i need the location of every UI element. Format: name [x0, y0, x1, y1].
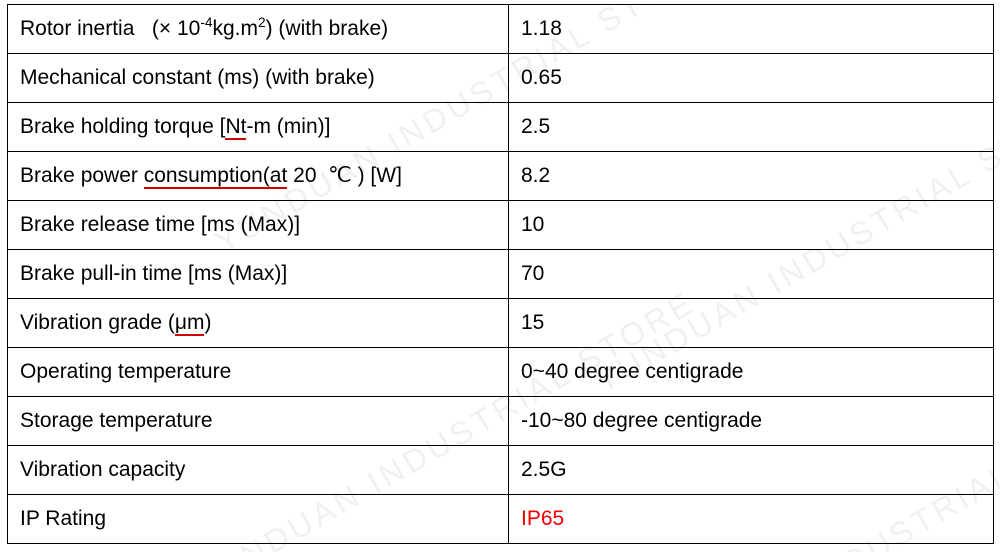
- table-row: IP RatingIP65: [8, 495, 994, 544]
- table-row: Brake power consumption(at 20 ℃ ) [W]8.2: [8, 152, 994, 201]
- table-row: Operating temperature0~40 degree centigr…: [8, 348, 994, 397]
- spec-label: Brake power consumption(at 20 ℃ ) [W]: [8, 152, 509, 201]
- table-row: Brake release time [ms (Max)]10: [8, 201, 994, 250]
- spec-label: Vibration capacity: [8, 446, 509, 495]
- table-row: Brake pull-in time [ms (Max)]70: [8, 250, 994, 299]
- table-row: Brake holding torque [Nt-m (min)]2.5: [8, 103, 994, 152]
- spec-label: Brake pull-in time [ms (Max)]: [8, 250, 509, 299]
- spec-value: 8.2: [509, 152, 994, 201]
- spec-value: 0.65: [509, 54, 994, 103]
- spec-value: 2.5G: [509, 446, 994, 495]
- table-row: Storage temperature-10~80 degree centigr…: [8, 397, 994, 446]
- spec-value: 1.18: [509, 5, 994, 54]
- spec-tbody: Rotor inertia (× 10-4kg.m2) (with brake)…: [8, 5, 994, 544]
- table-row: Mechanical constant (ms) (with brake)0.6…: [8, 54, 994, 103]
- spec-value: -10~80 degree centigrade: [509, 397, 994, 446]
- spec-value: 2.5: [509, 103, 994, 152]
- specifications-table: Rotor inertia (× 10-4kg.m2) (with brake)…: [7, 4, 994, 544]
- table-row: Vibration grade (μm)15: [8, 299, 994, 348]
- spec-value: 0~40 degree centigrade: [509, 348, 994, 397]
- spec-label: Storage temperature: [8, 397, 509, 446]
- spec-label: Brake release time [ms (Max)]: [8, 201, 509, 250]
- spec-value: 15: [509, 299, 994, 348]
- spec-label: Brake holding torque [Nt-m (min)]: [8, 103, 509, 152]
- spec-value: 70: [509, 250, 994, 299]
- spec-label: Mechanical constant (ms) (with brake): [8, 54, 509, 103]
- spec-label: Operating temperature: [8, 348, 509, 397]
- spec-value: 10: [509, 201, 994, 250]
- spec-label: Vibration grade (μm): [8, 299, 509, 348]
- spec-label: IP Rating: [8, 495, 509, 544]
- table-row: Vibration capacity2.5G: [8, 446, 994, 495]
- spec-label: Rotor inertia (× 10-4kg.m2) (with brake): [8, 5, 509, 54]
- spec-value: IP65: [509, 495, 994, 544]
- table-row: Rotor inertia (× 10-4kg.m2) (with brake)…: [8, 5, 994, 54]
